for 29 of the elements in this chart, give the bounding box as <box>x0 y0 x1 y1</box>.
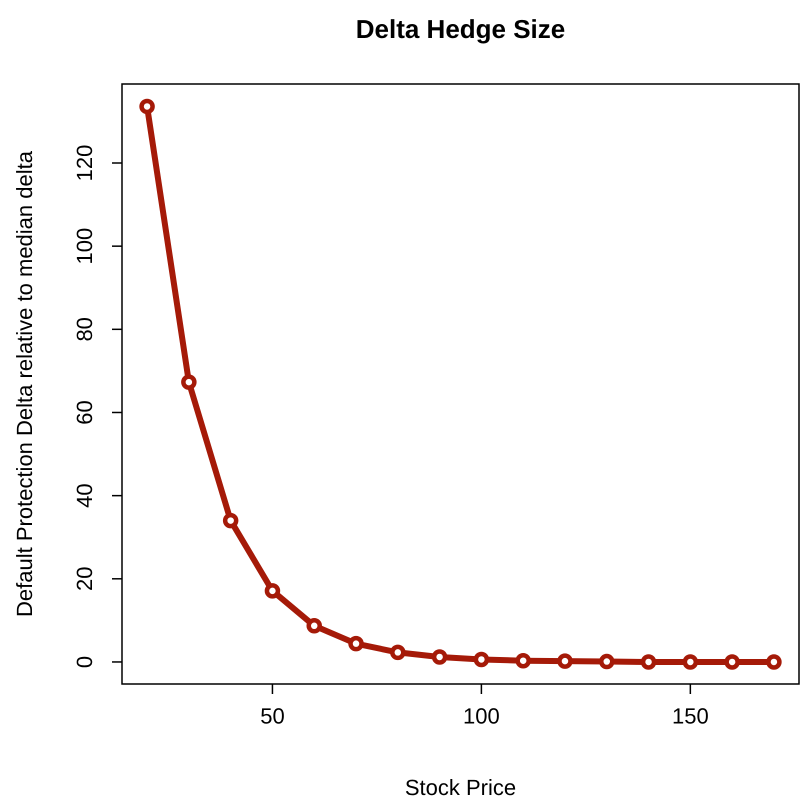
point <box>139 98 155 114</box>
point <box>766 654 782 670</box>
x-axis-title: Stock Price <box>404 775 516 800</box>
point <box>390 644 406 660</box>
y-axis-title: Default Protection Delta relative to median delta <box>12 150 37 617</box>
chart-title: Delta Hedge Size <box>356 14 566 44</box>
y-tick-label: 40 <box>72 483 97 508</box>
point <box>599 654 615 670</box>
y-tick-label: 60 <box>72 400 97 425</box>
point <box>306 618 322 634</box>
x-tick-label: 150 <box>672 703 709 728</box>
x-tick-label: 50 <box>260 703 285 728</box>
point <box>348 636 364 652</box>
point <box>222 512 238 528</box>
point <box>682 654 698 670</box>
point <box>515 652 531 668</box>
point <box>264 583 280 599</box>
point <box>432 649 448 665</box>
y-tick-label: 120 <box>72 144 97 182</box>
point <box>557 653 573 669</box>
y-tick-label: 100 <box>72 228 97 265</box>
point <box>474 652 490 668</box>
point <box>181 374 197 390</box>
point <box>724 654 740 670</box>
x-tick-label: 100 <box>463 703 500 728</box>
y-tick-label: 20 <box>72 566 97 592</box>
y-tick-label: 0 <box>72 656 97 668</box>
point <box>640 654 656 670</box>
y-tick-label: 80 <box>72 317 97 342</box>
